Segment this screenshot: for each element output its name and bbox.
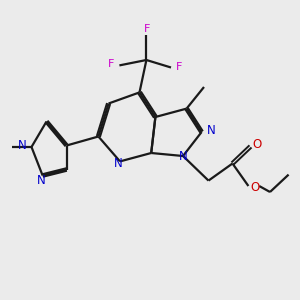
Text: N: N xyxy=(207,124,216,137)
Text: F: F xyxy=(144,24,150,34)
Text: N: N xyxy=(114,157,123,170)
Text: O: O xyxy=(253,137,262,151)
Text: N: N xyxy=(18,139,27,152)
Text: F: F xyxy=(176,61,183,72)
Text: O: O xyxy=(250,181,260,194)
Text: F: F xyxy=(108,59,114,70)
Text: N: N xyxy=(179,150,188,164)
Text: N: N xyxy=(37,173,46,187)
